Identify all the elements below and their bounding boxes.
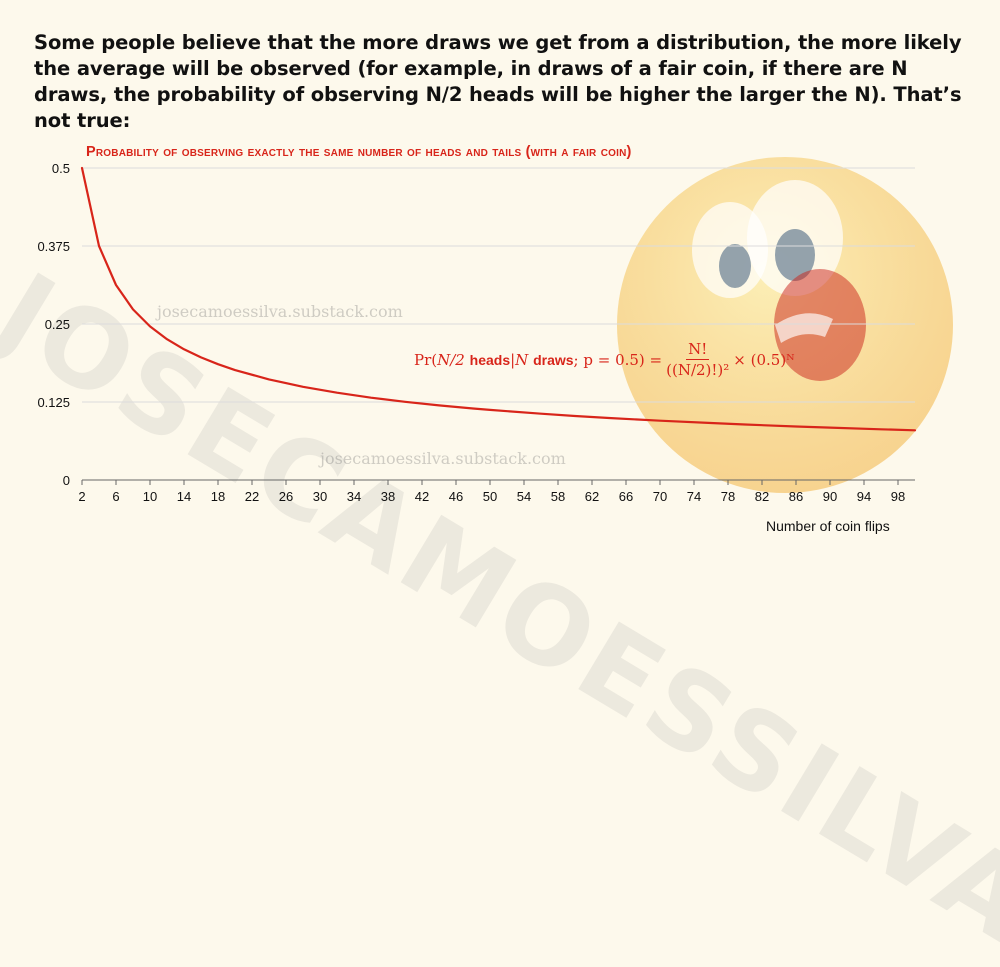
intro-text: Some people believe that the more draws …	[34, 31, 962, 132]
x-tick-label: 50	[483, 489, 497, 504]
url-watermark-2: josecamoessilva.substack.com	[320, 449, 566, 468]
formula-heads: heads	[469, 351, 511, 368]
x-tick-label: 26	[279, 489, 293, 504]
x-tick-label: 46	[449, 489, 463, 504]
x-tick-label: 86	[789, 489, 803, 504]
formula-lhs-open: Pr(	[414, 350, 438, 369]
formula-draws: draws	[533, 351, 574, 368]
y-tick-label: 0.5	[52, 161, 70, 176]
x-tick-label: 74	[687, 489, 701, 504]
formula-bar: |	[510, 350, 516, 369]
x-tick-label: 34	[347, 489, 361, 504]
url-watermark-1: josecamoessilva.substack.com	[157, 302, 403, 321]
x-tick-label: 98	[891, 489, 905, 504]
x-tick-label: 42	[415, 489, 429, 504]
x-tick-label: 82	[755, 489, 769, 504]
x-tick-label: 90	[823, 489, 837, 504]
x-tick-label: 2	[78, 489, 85, 504]
x-tick-label: 62	[585, 489, 599, 504]
x-tick-label: 30	[313, 489, 327, 504]
x-tick-label: 22	[245, 489, 259, 504]
probability-curve	[80, 166, 917, 432]
x-tick-label: 10	[143, 489, 157, 504]
x-tick-label: 94	[857, 489, 871, 504]
formula-n: N	[515, 350, 529, 369]
x-tick-label: 18	[211, 489, 225, 504]
x-tick-label: 58	[551, 489, 565, 504]
x-tick-label: 70	[653, 489, 667, 504]
formula-numerator: N!	[686, 340, 710, 360]
chart-title: Probability of observing exactly the sam…	[86, 144, 632, 160]
formula-p-part: ; p = 0.5) =	[573, 350, 663, 369]
y-tick-label: 0	[63, 473, 70, 488]
formula-n-half: N/2	[437, 350, 465, 369]
formula-fraction: N! ((N/2)!)²	[666, 340, 729, 379]
formula-denominator: ((N/2)!)²	[666, 361, 730, 379]
emoji-face-watermark	[617, 157, 953, 493]
probability-formula: Pr(N/2 heads | N draws; p = 0.5) = N! ((…	[414, 340, 794, 379]
x-tick-label: 14	[177, 489, 191, 504]
y-tick-label: 0.125	[37, 395, 70, 410]
x-tick-label: 66	[619, 489, 633, 504]
x-tick-label: 6	[112, 489, 119, 504]
x-tick-label: 54	[517, 489, 531, 504]
y-tick-label: 0.25	[45, 317, 70, 332]
x-tick-label: 78	[721, 489, 735, 504]
x-tick-label: 38	[381, 489, 395, 504]
x-axis-label: Number of coin flips	[766, 518, 890, 534]
y-tick-label: 0.375	[37, 239, 70, 254]
formula-tail: × (0.5)ᴺ	[733, 350, 795, 369]
